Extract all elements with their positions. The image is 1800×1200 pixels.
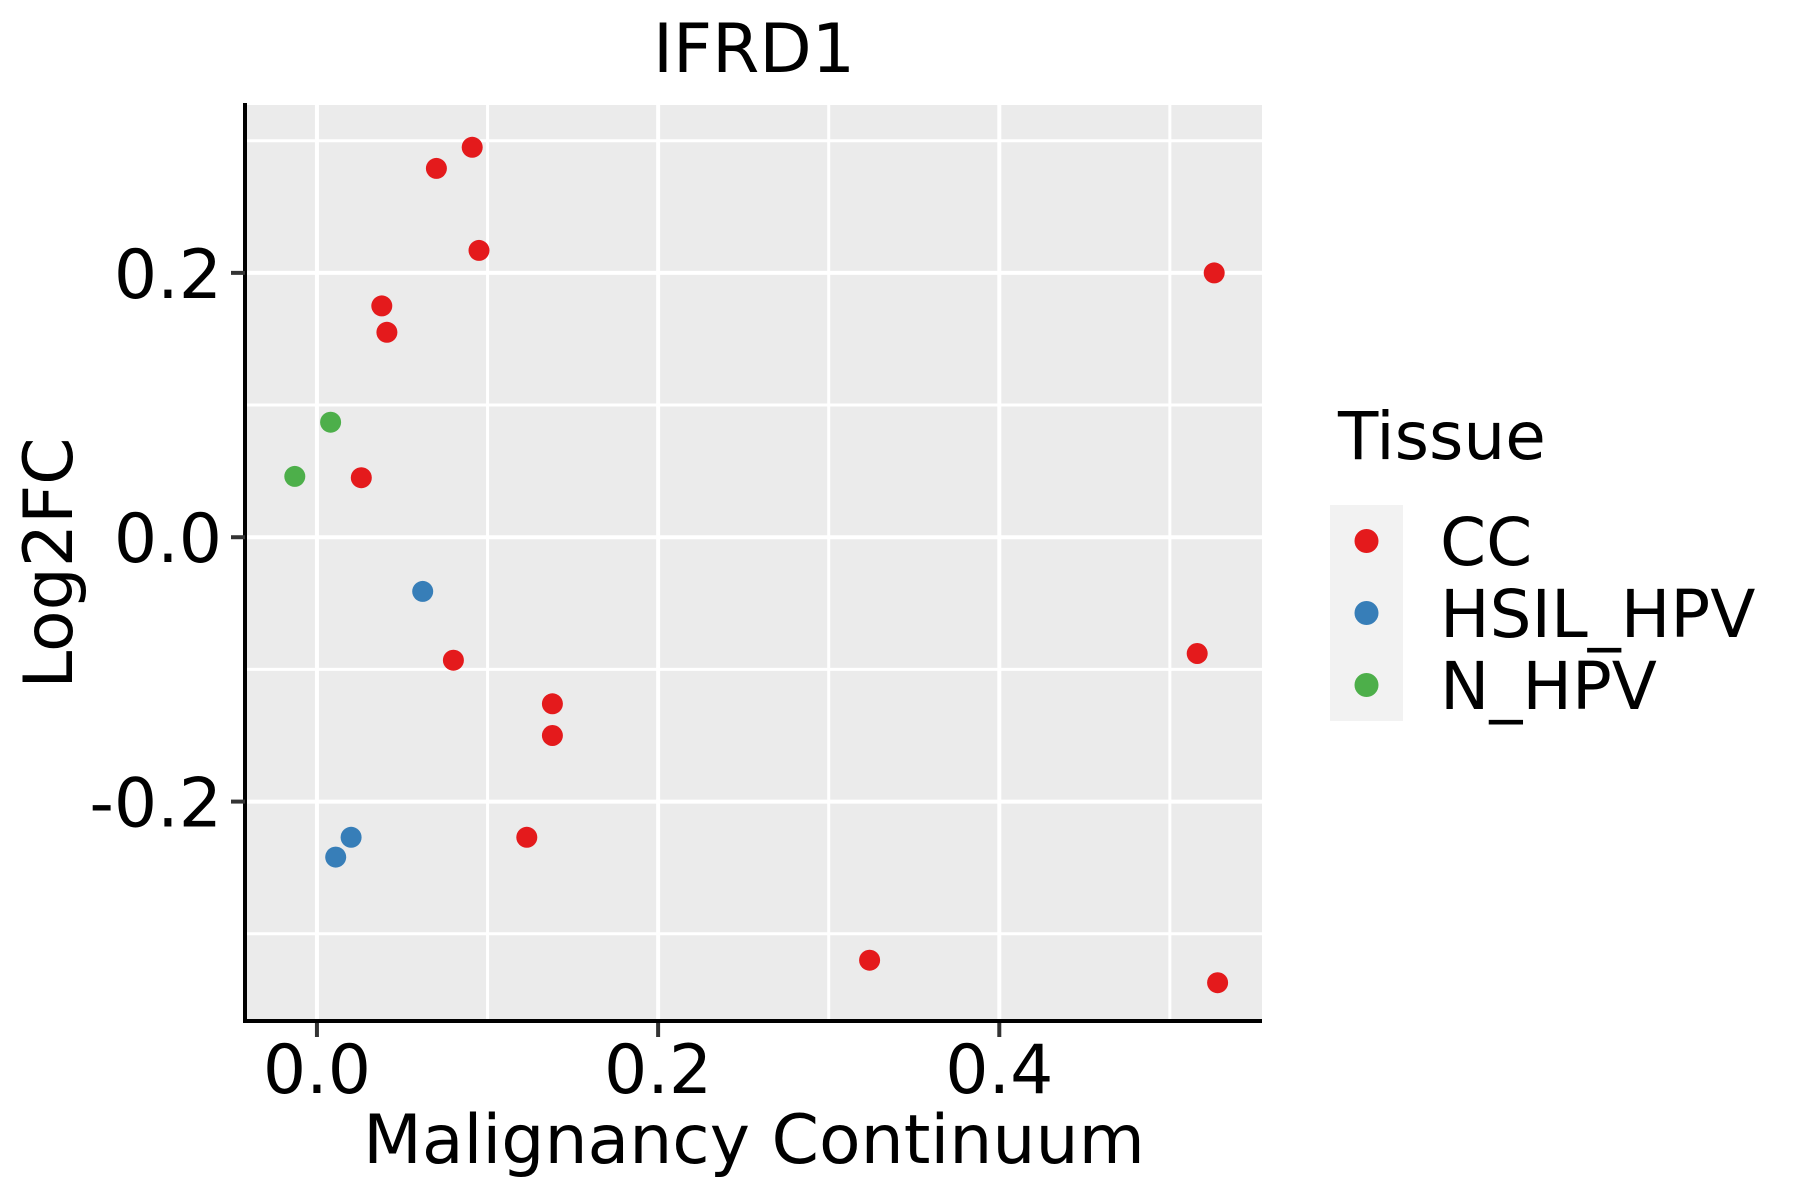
y-tick-label: -0.2 <box>89 765 222 844</box>
legend-dot-N_HPV <box>1354 673 1379 697</box>
data-point-CC <box>442 649 464 671</box>
data-points-layer <box>284 136 1229 994</box>
legend-title: Tissue <box>1337 398 1546 475</box>
data-point-CC <box>516 826 538 848</box>
plot-title: IFRD1 <box>653 10 855 89</box>
data-point-HSIL_HPV <box>325 846 347 868</box>
legend-dot-CC <box>1354 529 1379 553</box>
y-axis-title: Log2FC <box>10 437 89 688</box>
data-point-N_HPV <box>320 411 342 433</box>
x-tick-label: 0.2 <box>604 1031 712 1110</box>
y-tick-label: 0.2 <box>114 236 222 315</box>
legend-label-CC: CC <box>1440 504 1532 581</box>
data-point-CC <box>371 295 393 317</box>
x-axis-title: Malignancy Continuum <box>363 1101 1145 1180</box>
legend-label-N_HPV: N_HPV <box>1440 648 1657 725</box>
data-point-CC <box>1186 643 1208 664</box>
data-point-HSIL_HPV <box>340 826 362 848</box>
data-point-CC <box>425 157 447 179</box>
axes-layer: 0.0 0.2 0.4 0.2 0.0 -0.2 <box>89 103 1262 1110</box>
data-point-CC <box>1207 972 1229 994</box>
data-point-CC <box>468 239 490 261</box>
data-point-CC <box>461 136 483 158</box>
y-tick-label: 0.0 <box>114 500 222 579</box>
x-tick-label: 0.4 <box>945 1031 1053 1110</box>
x-tick-label: 0.0 <box>263 1031 371 1110</box>
panel-background <box>247 105 1262 1021</box>
data-point-HSIL_HPV <box>412 580 434 602</box>
legend-label-HSIL_HPV: HSIL_HPV <box>1440 576 1755 653</box>
data-point-N_HPV <box>284 465 306 487</box>
data-point-CC <box>350 467 372 489</box>
data-point-CC <box>859 949 881 971</box>
data-point-CC <box>541 725 563 746</box>
data-point-CC <box>376 321 398 343</box>
plot-panel <box>247 105 1262 1021</box>
data-point-CC <box>1203 262 1225 284</box>
legend-dot-HSIL_HPV <box>1354 601 1379 625</box>
data-point-CC <box>541 693 563 715</box>
